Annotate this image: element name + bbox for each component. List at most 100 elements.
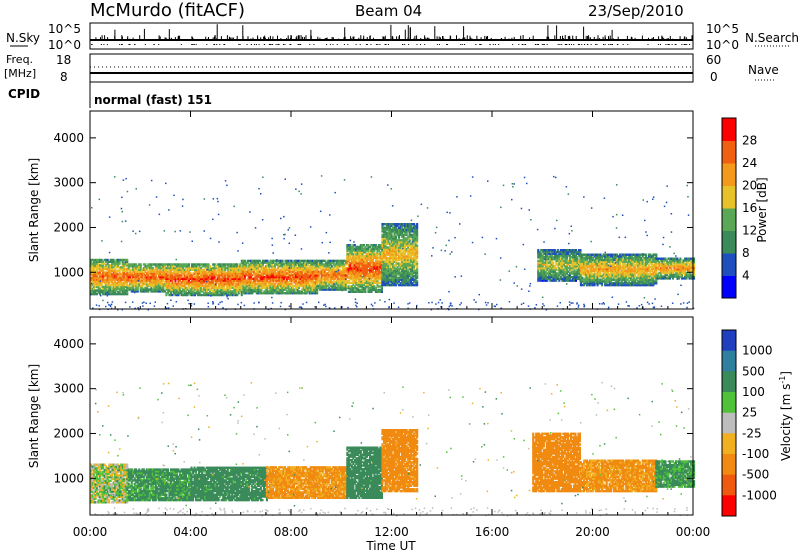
noise-search-point bbox=[192, 44, 193, 45]
noise-trace bbox=[91, 24, 693, 45]
noise-search-point bbox=[536, 44, 537, 45]
nave-tick-high: 60 bbox=[706, 53, 721, 67]
station-title: McMurdo (fitACF) bbox=[90, 0, 245, 21]
noise-search-point bbox=[481, 44, 482, 45]
noise-search-point bbox=[276, 44, 277, 45]
noise-search-point bbox=[269, 44, 270, 45]
noise-search-point bbox=[462, 44, 463, 45]
noise-search-point bbox=[366, 44, 367, 45]
noise-search-point bbox=[437, 44, 438, 45]
noise-search-point bbox=[420, 44, 421, 45]
noise-search-point bbox=[587, 44, 588, 45]
noise-search-point bbox=[290, 44, 291, 45]
noise-search-point bbox=[648, 44, 649, 45]
heatmap-cell bbox=[416, 223, 418, 225]
noise-search-point bbox=[605, 44, 606, 45]
noise-search-point bbox=[299, 44, 300, 45]
noise-search-point bbox=[344, 44, 345, 45]
noise-left-label: N.Sky bbox=[6, 31, 40, 45]
noise-search-point bbox=[569, 44, 570, 45]
noise-search-point bbox=[238, 44, 239, 45]
noise-search-point bbox=[347, 44, 348, 45]
noise-search-point bbox=[610, 44, 611, 45]
cpid-label: CPID bbox=[8, 87, 40, 101]
noise-search-point bbox=[367, 44, 368, 45]
noise-search-point bbox=[686, 44, 687, 45]
noise-search-point bbox=[447, 44, 448, 45]
heatmap-cell bbox=[416, 280, 418, 282]
noise-search-point bbox=[309, 44, 310, 45]
noise-search-point bbox=[537, 44, 538, 45]
noise-search-point bbox=[107, 44, 108, 45]
heatmap-cell bbox=[140, 263, 142, 265]
noise-search-point bbox=[480, 44, 481, 45]
noise-search-point bbox=[608, 44, 609, 45]
noise-search-point bbox=[591, 44, 592, 45]
noise-search-point bbox=[542, 44, 543, 45]
noise-search-point bbox=[404, 44, 405, 45]
noise-search-point bbox=[254, 44, 255, 45]
noise-search-point bbox=[377, 44, 378, 45]
noise-search-point bbox=[119, 44, 120, 45]
date-title: 23/Sep/2010 bbox=[588, 2, 684, 20]
noise-search-point bbox=[460, 44, 461, 45]
noise-search-point bbox=[385, 44, 386, 45]
noise-search-point bbox=[446, 44, 447, 45]
noise-search-point bbox=[279, 44, 280, 45]
noise-right-label: N.Search bbox=[745, 31, 799, 45]
noise-search-point bbox=[522, 44, 523, 45]
freq-panel: Freq. [MHz] 18 8 60 0 Nave bbox=[4, 53, 779, 84]
noise-search-point bbox=[333, 44, 334, 45]
noise-search-point bbox=[128, 44, 129, 45]
noise-left-tick-high: 10^5 bbox=[48, 22, 81, 36]
noise-search-point bbox=[103, 44, 104, 45]
noise-search-point bbox=[596, 44, 597, 45]
noise-search-point bbox=[121, 44, 122, 45]
noise-panel: N.Sky 10^5 10^0 10^5 10^0 N.Search bbox=[6, 22, 799, 52]
noise-search-point bbox=[135, 44, 136, 45]
noise-search-point bbox=[283, 44, 284, 45]
noise-search-point bbox=[603, 44, 604, 45]
noise-search-point bbox=[240, 44, 241, 45]
noise-search-point bbox=[566, 44, 567, 45]
noise-search-point bbox=[326, 44, 327, 45]
noise-search-point bbox=[402, 44, 403, 45]
noise-search-point bbox=[247, 44, 248, 45]
noise-search-point bbox=[271, 44, 272, 45]
noise-search-point bbox=[417, 44, 418, 45]
noise-search-point bbox=[559, 44, 560, 45]
noise-search-point bbox=[408, 44, 409, 45]
freq-tick-high: 18 bbox=[56, 53, 71, 67]
noise-search-point bbox=[611, 44, 612, 45]
freq-label-line1: Freq. bbox=[6, 53, 33, 66]
noise-search-point bbox=[544, 44, 545, 45]
noise-search-point bbox=[623, 44, 624, 45]
noise-search-point bbox=[284, 44, 285, 45]
heatmap-cell bbox=[552, 262, 554, 264]
noise-search-point bbox=[356, 44, 357, 45]
noise-search-point bbox=[313, 44, 314, 45]
freq-tick-low: 8 bbox=[60, 70, 68, 84]
noise-search-point bbox=[259, 44, 260, 45]
heatmap-cell bbox=[126, 259, 128, 261]
freq-label-line2: [MHz] bbox=[4, 67, 36, 80]
noise-search-point bbox=[424, 44, 425, 45]
noise-search-point bbox=[660, 44, 661, 45]
noise-search-point bbox=[672, 44, 673, 45]
noise-left-tick-low: 10^0 bbox=[48, 38, 81, 52]
noise-search-point bbox=[300, 44, 301, 45]
nave-tick-low: 0 bbox=[710, 70, 718, 84]
noise-search-point bbox=[512, 44, 513, 45]
noise-search-point bbox=[251, 44, 252, 45]
heatmap-cell bbox=[416, 261, 418, 263]
noise-search-point bbox=[223, 44, 224, 45]
noise-search-point bbox=[547, 44, 548, 45]
noise-search-point bbox=[386, 44, 387, 45]
noise-search-point bbox=[689, 44, 690, 45]
heatmap-cell bbox=[416, 245, 418, 247]
noise-search-point bbox=[181, 44, 182, 45]
noise-search-point bbox=[371, 44, 372, 45]
noise-search-point bbox=[565, 44, 566, 45]
